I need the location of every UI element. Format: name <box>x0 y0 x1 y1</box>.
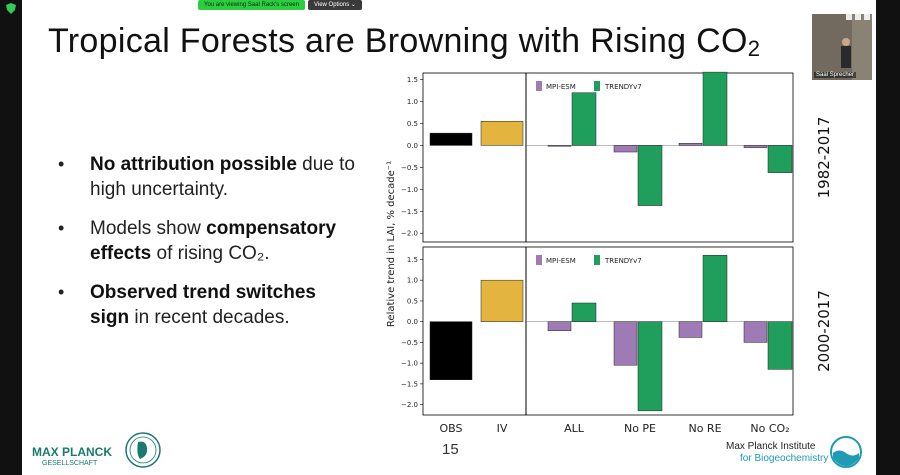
participant-name: Saal Sprecher <box>814 72 857 78</box>
legend-label-trendy: TRENDYv7 <box>604 83 642 91</box>
bullet-text: in recent decades. <box>129 307 290 328</box>
x-tick-label: IV <box>497 422 508 435</box>
mpg-line2: GESELLSCHAFT <box>42 460 98 467</box>
mpg-logo: MAX PLANCK GESELLSCHAFT <box>28 430 168 475</box>
bar-mpi-esm <box>678 321 703 338</box>
y-tick-label: −1.0 <box>401 360 418 368</box>
bar-mpi-esm <box>743 145 768 148</box>
right-frame <box>876 0 900 475</box>
y-tick-label: 1.5 <box>407 76 418 84</box>
mpg-line1: MAX PLANCK <box>32 445 112 459</box>
legend-label-mpi: MPI-ESM <box>546 257 576 265</box>
bar-obs <box>429 132 473 146</box>
slide-title-subscript: 2 <box>747 36 761 61</box>
legend-label-mpi: MPI-ESM <box>546 83 576 91</box>
minerva-seal-icon: MAX PLANCK GESELLSCHAFT <box>32 432 161 468</box>
bar-trendyv7 <box>637 321 663 412</box>
bar-trendyv7 <box>702 71 728 146</box>
slide-title: Tropical Forests are Browning with Risin… <box>48 22 760 62</box>
bullet-bold: No attribution possible <box>90 154 297 175</box>
screen-share-bar: You are viewing Saal Rack's screen View … <box>198 0 362 10</box>
bullet-list: No attribution possible due to high unce… <box>58 152 358 344</box>
bar-mpi-esm <box>613 321 638 366</box>
institute-line2: for Biogeochemistry <box>740 453 829 464</box>
y-tick-label: 0.0 <box>407 142 418 150</box>
legend-label-trendy: TRENDYv7 <box>604 257 642 265</box>
bullet-bold: Observed trend switches sign <box>90 282 316 328</box>
left-frame <box>0 0 22 475</box>
expand-icon[interactable] <box>855 14 861 20</box>
bar-iv <box>480 279 524 322</box>
page-number: 15 <box>442 441 459 458</box>
bullet-item: Models show compensatory effects of risi… <box>58 216 358 266</box>
legend-swatch-mpi <box>536 255 542 265</box>
period-label: 1982-2017 <box>815 117 833 199</box>
bar-trendyv7 <box>571 302 597 322</box>
institute-name: Max Planck Institute for Biogeochemistry <box>726 441 828 465</box>
bar-mpi-esm <box>547 145 572 147</box>
grid-icon[interactable] <box>864 14 870 20</box>
y-tick-label: −1.0 <box>401 186 418 194</box>
participant-video[interactable]: Saal Sprecher <box>812 14 872 80</box>
y-tick-label: 0.5 <box>407 120 418 128</box>
y-tick-label: 0.5 <box>407 297 418 305</box>
share-notice: You are viewing Saal Rack's screen <box>198 0 305 10</box>
y-tick-label: −2.0 <box>401 230 418 238</box>
bar-mpi-esm <box>547 321 572 332</box>
y-tick-label: 1.0 <box>407 277 418 285</box>
legend-swatch-trendy <box>594 255 600 265</box>
video-controls <box>812 14 872 22</box>
bar-iv <box>480 121 524 146</box>
bullet-item: Observed trend switches sign in recent d… <box>58 280 358 330</box>
bullet-text: of rising CO₂. <box>151 243 270 264</box>
y-tick-label: −1.5 <box>401 380 418 388</box>
shield-icon <box>6 3 16 14</box>
bar-trendyv7 <box>767 321 793 370</box>
legend-swatch-trendy <box>594 81 600 91</box>
bar-trendyv7 <box>702 255 728 322</box>
mic-icon[interactable] <box>846 14 852 20</box>
bullet-text: due to high uncertainty. <box>90 154 355 200</box>
panel-frame <box>422 246 794 416</box>
bar-obs <box>429 321 473 380</box>
bar-mpi-esm <box>613 145 638 153</box>
bar-trendyv7 <box>571 92 597 146</box>
panel-frame <box>422 72 794 243</box>
y-tick-label: −0.5 <box>401 164 418 172</box>
period-label: 2000-2017 <box>815 290 833 372</box>
x-tick-label: OBS <box>440 422 463 435</box>
speaker-figure-icon <box>812 14 872 80</box>
y-tick-label: −2.0 <box>401 401 418 409</box>
bar-trendyv7 <box>767 145 793 173</box>
bar-mpi-esm <box>743 321 768 343</box>
y-tick-label: 1.0 <box>407 98 418 106</box>
bullet-bold: compensatory effects <box>90 218 337 264</box>
bar-trendyv7 <box>637 145 663 206</box>
x-tick-label: No RE <box>688 422 721 435</box>
x-tick-label: ALL <box>564 422 585 435</box>
bullet-pre: Models show <box>90 218 207 239</box>
y-axis-label: Relative trend in LAI, % decade⁻¹ <box>386 161 397 327</box>
y-tick-label: −0.5 <box>401 339 418 347</box>
x-tick-label: No PE <box>624 422 656 435</box>
mpi-bgc-logo-icon <box>830 436 862 473</box>
y-tick-label: 1.5 <box>407 256 418 264</box>
bar-mpi-esm <box>678 142 703 146</box>
y-tick-label: −1.5 <box>401 208 418 216</box>
institute-line1: Max Planck Institute <box>726 441 816 452</box>
x-tick-label: No CO₂ <box>750 422 789 435</box>
slide-title-main: Tropical Forests are Browning with Risin… <box>48 22 748 60</box>
y-tick-label: 0.0 <box>407 318 418 326</box>
bullet-item: No attribution possible due to high unce… <box>58 152 358 202</box>
view-options-button[interactable]: View Options ⌄ <box>307 0 362 10</box>
legend-swatch-mpi <box>536 81 542 91</box>
